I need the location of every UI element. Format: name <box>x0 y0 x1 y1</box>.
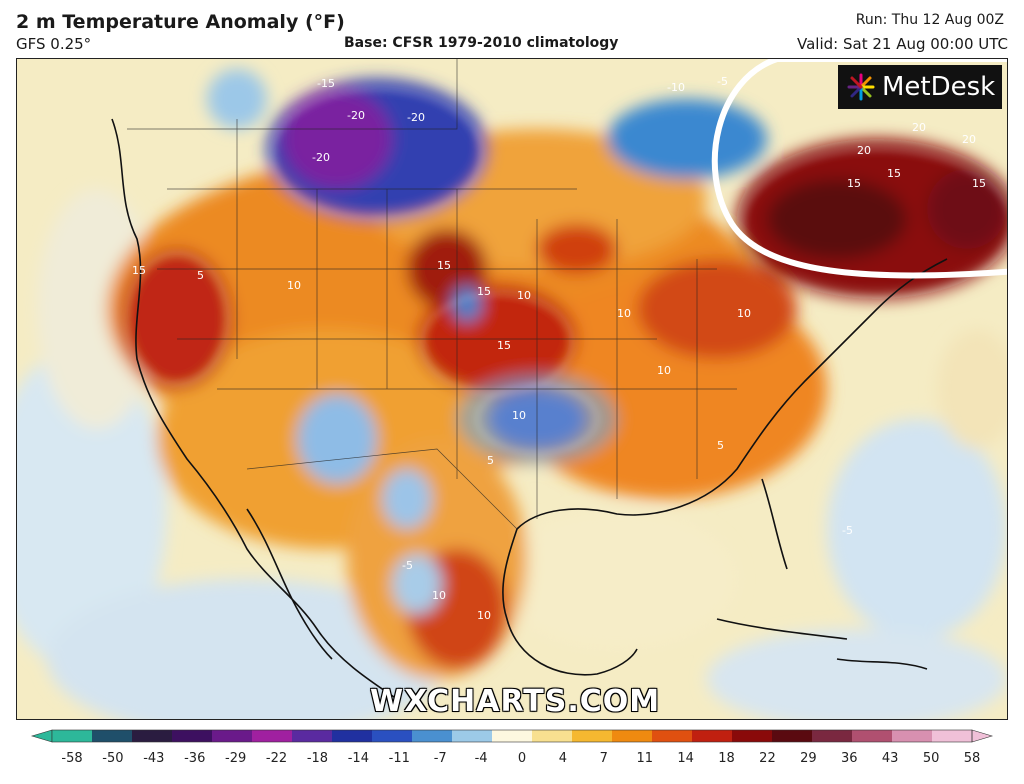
anomaly-map[interactable]: -15 -20 -20 -20 -10 -5 20 20 20 15 15 15… <box>16 58 1008 720</box>
contour-label: 10 <box>617 307 631 320</box>
contour-label: 15 <box>497 339 511 352</box>
contour-label: 5 <box>487 454 494 467</box>
colorbar-swatch <box>132 730 173 742</box>
colorbar-tick-label: -14 <box>348 751 369 766</box>
contour-label: 10 <box>512 409 526 422</box>
contour-label: 5 <box>717 439 724 452</box>
colorbar-tick-label: -36 <box>184 751 205 766</box>
contour-label: -20 <box>347 109 365 122</box>
contour-label: 10 <box>432 589 446 602</box>
colorbar-swatch <box>332 730 373 742</box>
contour-label: 15 <box>132 264 146 277</box>
colorbar-tick-label: -11 <box>389 751 410 766</box>
contour-label: 10 <box>517 289 531 302</box>
colorbar-tick-label: 36 <box>841 751 858 766</box>
colorbar-left-arrow <box>30 729 53 743</box>
colorbar-tick-label: -22 <box>266 751 287 766</box>
contour-label: 15 <box>972 177 986 190</box>
metdesk-logo-text: MetDesk <box>882 72 996 102</box>
run-time-label: Run: Thu 12 Aug 00Z <box>855 12 1004 28</box>
state-borders <box>127 59 737 530</box>
model-label: GFS 0.25° <box>16 35 92 53</box>
colorbar-swatch <box>892 730 933 742</box>
contour-label: 10 <box>477 609 491 622</box>
colorbar-svg: -58 -50 -43 -36 -29 -22 -18 -14 -11 -7 -4 0 4 7 11 14 18… <box>30 729 994 766</box>
colorbar-tick-label: 11 <box>636 751 653 766</box>
map-canvas: -15 -20 -20 -20 -10 -5 20 20 20 15 15 15… <box>17 59 1007 719</box>
colorbar-swatch <box>652 730 693 742</box>
colorbar-swatch <box>172 730 213 742</box>
colorbar-swatch <box>812 730 853 742</box>
colorbar-swatch <box>412 730 453 742</box>
colorbar-swatch <box>252 730 293 742</box>
colorbar-tick-label: 29 <box>800 751 817 766</box>
annotation-circle <box>711 59 1007 279</box>
contour-label: 20 <box>962 133 976 146</box>
contour-label: 20 <box>857 144 871 157</box>
colorbar-tick-label: -4 <box>475 751 488 766</box>
colorbar-swatch <box>532 730 573 742</box>
colorbar-tick-label: 0 <box>518 751 526 766</box>
colorbar-tick-label: 58 <box>964 751 981 766</box>
contour-label: -5 <box>842 524 853 537</box>
contour-label: -20 <box>312 151 330 164</box>
colorbar-right-arrow <box>971 729 994 743</box>
colorbar-swatch <box>932 730 973 742</box>
colorbar-swatch <box>852 730 893 742</box>
pacific-cool-field <box>17 349 167 669</box>
contour-label: -15 <box>317 77 335 90</box>
colorbar-tick-label: 7 <box>600 751 608 766</box>
contour-label: 15 <box>847 177 861 190</box>
colorbar-tick-label: 14 <box>677 751 694 766</box>
contour-label: -10 <box>667 81 685 94</box>
atlantic-cool-field <box>827 419 1007 639</box>
contour-label: 15 <box>477 285 491 298</box>
contour-label: 10 <box>287 279 301 292</box>
contour-label: -20 <box>407 111 425 124</box>
colorbar-tick-label: -7 <box>434 751 447 766</box>
colorbar-swatch <box>372 730 413 742</box>
contour-label: 10 <box>657 364 671 377</box>
colorbar-tick-label: -43 <box>143 751 164 766</box>
map-title: 2 m Temperature Anomaly (°F) <box>16 11 345 33</box>
colorbar-swatch <box>492 730 533 742</box>
colorbar: -58 -50 -43 -36 -29 -22 -18 -14 -11 -7 -4 0 4 7 11 14 18… <box>16 724 1008 780</box>
contour-label: 15 <box>887 167 901 180</box>
colorbar-swatch <box>772 730 813 742</box>
wxcharts-watermark: WXCHARTS.COM <box>370 684 661 719</box>
colorbar-swatch <box>732 730 773 742</box>
contour-labels: -15 -20 -20 -20 -10 -5 20 20 20 15 15 15… <box>132 75 986 622</box>
colorbar-tick-label: 18 <box>718 751 735 766</box>
contour-label: -5 <box>402 559 413 572</box>
contour-label: -5 <box>717 75 728 88</box>
colorbar-tick-label: 4 <box>559 751 567 766</box>
colorbar-swatch <box>292 730 333 742</box>
valid-time-label: Valid: Sat 21 Aug 00:00 UTC <box>797 35 1008 53</box>
colorbar-swatch <box>92 730 133 742</box>
colorbar-swatch <box>612 730 653 742</box>
colorbar-tick-label: -50 <box>102 751 123 766</box>
colorbar-tick-label: -29 <box>225 751 246 766</box>
colorbar-swatch <box>452 730 493 742</box>
colorbar-swatch <box>572 730 613 742</box>
colorbar-tick-label: -18 <box>307 751 328 766</box>
base-climatology-label: Base: CFSR 1979-2010 climatology <box>344 35 619 51</box>
contour-label: 5 <box>197 269 204 282</box>
coastlines <box>111 118 948 700</box>
colorbar-tick-label: 22 <box>759 751 776 766</box>
colorbar-tick-label: -58 <box>61 751 82 766</box>
colorbar-swatch <box>52 730 93 742</box>
metdesk-logo-icon <box>847 73 875 101</box>
contour-label: 10 <box>737 307 751 320</box>
colorbar-swatch <box>212 730 253 742</box>
contour-label: 15 <box>437 259 451 272</box>
colorbar-tick-label: 43 <box>882 751 899 766</box>
contour-label: 20 <box>912 121 926 134</box>
colorbar-tick-label: 50 <box>923 751 940 766</box>
colorbar-frame <box>51 729 973 743</box>
metdesk-logo: MetDesk <box>838 65 1002 109</box>
colorbar-swatch <box>692 730 733 742</box>
